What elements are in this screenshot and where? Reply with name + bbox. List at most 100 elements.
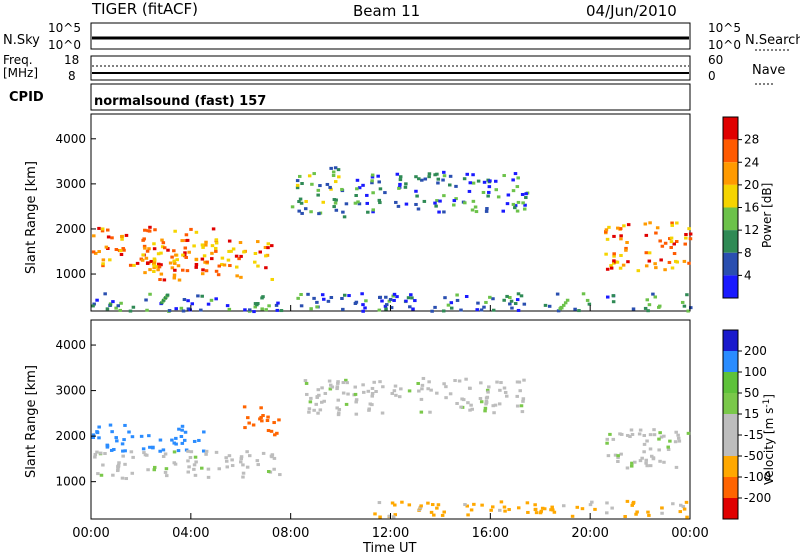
heatmap-cell — [486, 194, 490, 198]
heatmap-cell — [673, 440, 678, 444]
heatmap-cell — [483, 406, 488, 410]
heatmap-cell — [378, 201, 382, 205]
heatmap-cell — [192, 439, 197, 443]
heatmap-cell — [341, 381, 346, 385]
heatmap-cell — [192, 467, 196, 471]
heatmap-cell — [181, 268, 185, 272]
heatmap-cell — [145, 249, 150, 253]
heatmap-cell — [192, 463, 197, 467]
heatmap-cell — [516, 176, 520, 180]
heatmap-cell — [158, 438, 163, 442]
nave-label: Nave — [752, 63, 785, 78]
heatmap-cell — [619, 253, 623, 257]
heatmap-cell — [303, 207, 308, 211]
heatmap-cell — [507, 508, 511, 512]
heatmap-cell — [148, 292, 152, 296]
heatmap-cell — [685, 293, 689, 297]
heatmap-cell — [370, 173, 375, 177]
heatmap-cell — [454, 184, 458, 188]
heatmap-cell — [625, 241, 629, 245]
heatmap-cell — [330, 385, 335, 389]
heatmap-cell — [616, 454, 620, 458]
heatmap-cell — [688, 237, 693, 241]
heatmap-cell — [400, 500, 404, 504]
heatmap-cell — [204, 240, 208, 244]
heatmap-cell — [202, 254, 207, 258]
heatmap-cell — [182, 438, 187, 442]
colorbar-tick-label: -15 — [744, 428, 764, 442]
heatmap-cell — [184, 233, 189, 237]
heatmap-cell — [378, 380, 382, 384]
heatmap-cell — [682, 507, 687, 511]
heatmap-cell — [422, 199, 427, 203]
heatmap-cell — [168, 261, 173, 265]
heatmap-cell — [266, 429, 271, 433]
heatmap-cell — [151, 262, 156, 266]
heatmap-cell — [658, 239, 662, 243]
heatmap-cell — [644, 458, 648, 462]
colorbar-segment — [723, 330, 738, 351]
colorbar-segment — [723, 207, 738, 231]
heatmap-cell — [357, 202, 362, 206]
heatmap-cell — [630, 461, 634, 465]
velocity-colorbar-label: Velocity [m s-1] — [762, 394, 776, 485]
heatmap-cell — [619, 237, 623, 241]
heatmap-cell — [167, 309, 172, 313]
heatmap-cell — [394, 200, 398, 204]
heatmap-cell — [427, 175, 431, 179]
heatmap-cell — [651, 292, 655, 296]
heatmap-cell — [297, 200, 301, 204]
heatmap-cell — [141, 253, 145, 257]
heatmap-cell — [580, 507, 585, 511]
heatmap-cell — [397, 186, 401, 190]
heatmap-cell — [420, 178, 424, 182]
heatmap-cell — [683, 242, 687, 246]
heatmap-cell — [686, 309, 690, 313]
heatmap-cell — [390, 392, 395, 396]
heatmap-cell — [443, 296, 447, 300]
heatmap-cell — [187, 250, 191, 254]
colorbar-tick-label: 200 — [744, 344, 767, 358]
heatmap-cell — [132, 263, 136, 267]
heatmap-cell — [174, 436, 178, 440]
freq-tick-low: 8 — [68, 69, 76, 83]
heatmap-cell — [274, 303, 279, 307]
heatmap-cell — [177, 278, 182, 282]
heatmap-cell — [427, 172, 432, 176]
heatmap-cell — [256, 240, 260, 244]
heatmap-cell — [201, 245, 205, 249]
heatmap-cell — [542, 507, 547, 511]
heatmap-cell — [122, 248, 126, 252]
x-tick-label: 00:00 — [671, 526, 708, 541]
heatmap-cell — [323, 391, 328, 395]
heatmap-cell — [263, 245, 268, 249]
heatmap-cell — [224, 459, 229, 463]
heatmap-cell — [570, 514, 575, 518]
heatmap-cell — [225, 465, 230, 469]
heatmap-cell — [496, 195, 501, 199]
heatmap-cell — [502, 298, 506, 302]
heatmap-cell — [521, 399, 525, 403]
heatmap-cell — [606, 454, 611, 458]
heatmap-cell — [374, 389, 378, 393]
heatmap-cell — [329, 383, 333, 387]
heatmap-cell — [660, 244, 665, 248]
heatmap-cell — [227, 307, 232, 311]
heatmap-cell — [106, 228, 110, 232]
heatmap-cell — [116, 467, 120, 471]
heatmap-cell — [689, 306, 693, 310]
heatmap-cell — [371, 208, 376, 212]
heatmap-cell — [436, 177, 441, 181]
heatmap-cell — [309, 396, 313, 400]
heatmap-cell — [393, 384, 398, 388]
heatmap-cell — [469, 403, 473, 407]
heatmap-cell — [489, 508, 493, 512]
heatmap-cell — [183, 246, 188, 250]
heatmap-cell — [152, 266, 156, 270]
heatmap-cell — [647, 303, 652, 307]
heatmap-cell — [316, 193, 320, 197]
heatmap-cell — [316, 388, 321, 392]
heatmap-cell — [160, 238, 164, 242]
heatmap-cell — [118, 249, 123, 253]
heatmap-cell — [435, 199, 439, 203]
